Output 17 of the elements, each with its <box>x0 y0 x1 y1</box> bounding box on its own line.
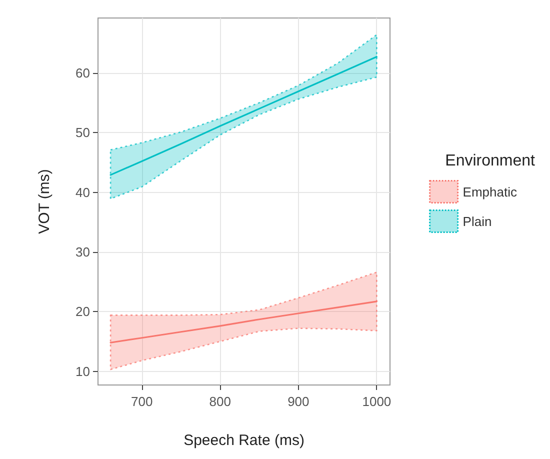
x-tick-label: 1000 <box>362 394 392 409</box>
y-tick-label: 50 <box>76 125 90 140</box>
x-axis-title: Speech Rate (ms) <box>184 432 304 449</box>
y-tick-label: 40 <box>76 184 90 200</box>
line-series <box>110 56 378 176</box>
y-tick-label: 10 <box>76 364 90 379</box>
line-series <box>110 300 378 344</box>
y-tick-label: 60 <box>76 65 90 80</box>
y-axis-title: VOT (ms) <box>36 169 53 234</box>
legend-title: Environment <box>445 152 536 170</box>
legend-label: Plain <box>462 214 492 229</box>
x-tick-label: 800 <box>209 394 231 409</box>
y-tick-label: 20 <box>76 304 90 320</box>
legend-label: Emphatic <box>462 184 518 200</box>
x-tick-label: 900 <box>288 394 310 409</box>
x-tick-label: 700 <box>130 394 153 409</box>
y-tick-label: 30 <box>76 244 90 260</box>
